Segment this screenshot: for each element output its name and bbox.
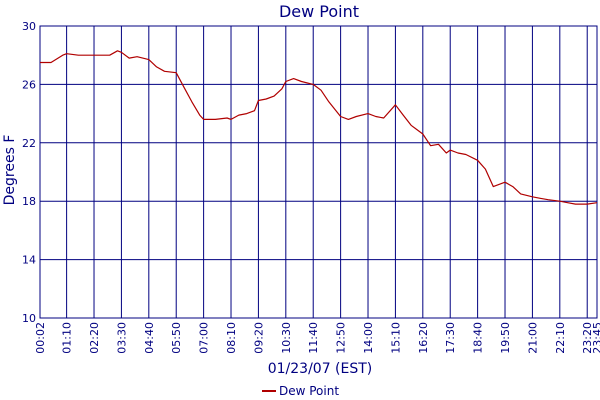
- x-tick-label: 04:40: [143, 322, 156, 354]
- x-tick-label: 07:00: [198, 322, 211, 354]
- x-tick-label: 03:30: [115, 322, 128, 354]
- legend-label: Dew Point: [279, 384, 339, 398]
- chart-title: Dew Point: [279, 2, 359, 21]
- x-tick-label: 23:20: [581, 322, 594, 354]
- y-tick-label: 18: [22, 195, 36, 208]
- x-tick-label: 18:40: [472, 322, 485, 354]
- y-axis-label: Degrees F: [2, 135, 18, 206]
- x-tick-label: 10:30: [280, 322, 293, 354]
- x-tick-label: 01:10: [61, 322, 74, 354]
- series-line-dew-point: [40, 50, 598, 205]
- x-tick-label: 05:50: [170, 322, 183, 354]
- plot-frame: [39, 25, 598, 319]
- x-tick-label: 21:00: [526, 322, 539, 354]
- x-tick-label: 09:20: [252, 322, 265, 354]
- legend: Dew Point: [262, 384, 339, 398]
- x-tick-label: 17:30: [444, 322, 457, 354]
- x-tick-label: 02:20: [88, 322, 101, 354]
- x-tick-label: 08:10: [225, 322, 238, 354]
- plot-area: 00:02 01:10 02:20 03:30 04:40 05:50 07:00 08:10…: [22, 20, 600, 354]
- y-tick-label: 30: [22, 20, 36, 33]
- x-tick-label: 14:00: [362, 322, 375, 354]
- x-tick-label: 23:45: [591, 322, 600, 354]
- x-tick-label: 15:10: [389, 322, 402, 354]
- x-tick-label: 19:50: [499, 322, 512, 354]
- y-tick-label: 10: [22, 312, 36, 325]
- y-tick-label: 14: [22, 254, 36, 267]
- y-tick-label: 26: [22, 78, 36, 91]
- x-axis-label: 01/23/07 (EST): [268, 361, 373, 377]
- y-tick-label: 22: [22, 137, 36, 150]
- x-tick-label: 11:40: [307, 322, 320, 354]
- x-tick-label: 00:02: [34, 322, 47, 354]
- x-tick-label: 16:20: [417, 322, 430, 354]
- x-tick-label: 22:10: [554, 322, 567, 354]
- x-tick-label: 12:50: [335, 322, 348, 354]
